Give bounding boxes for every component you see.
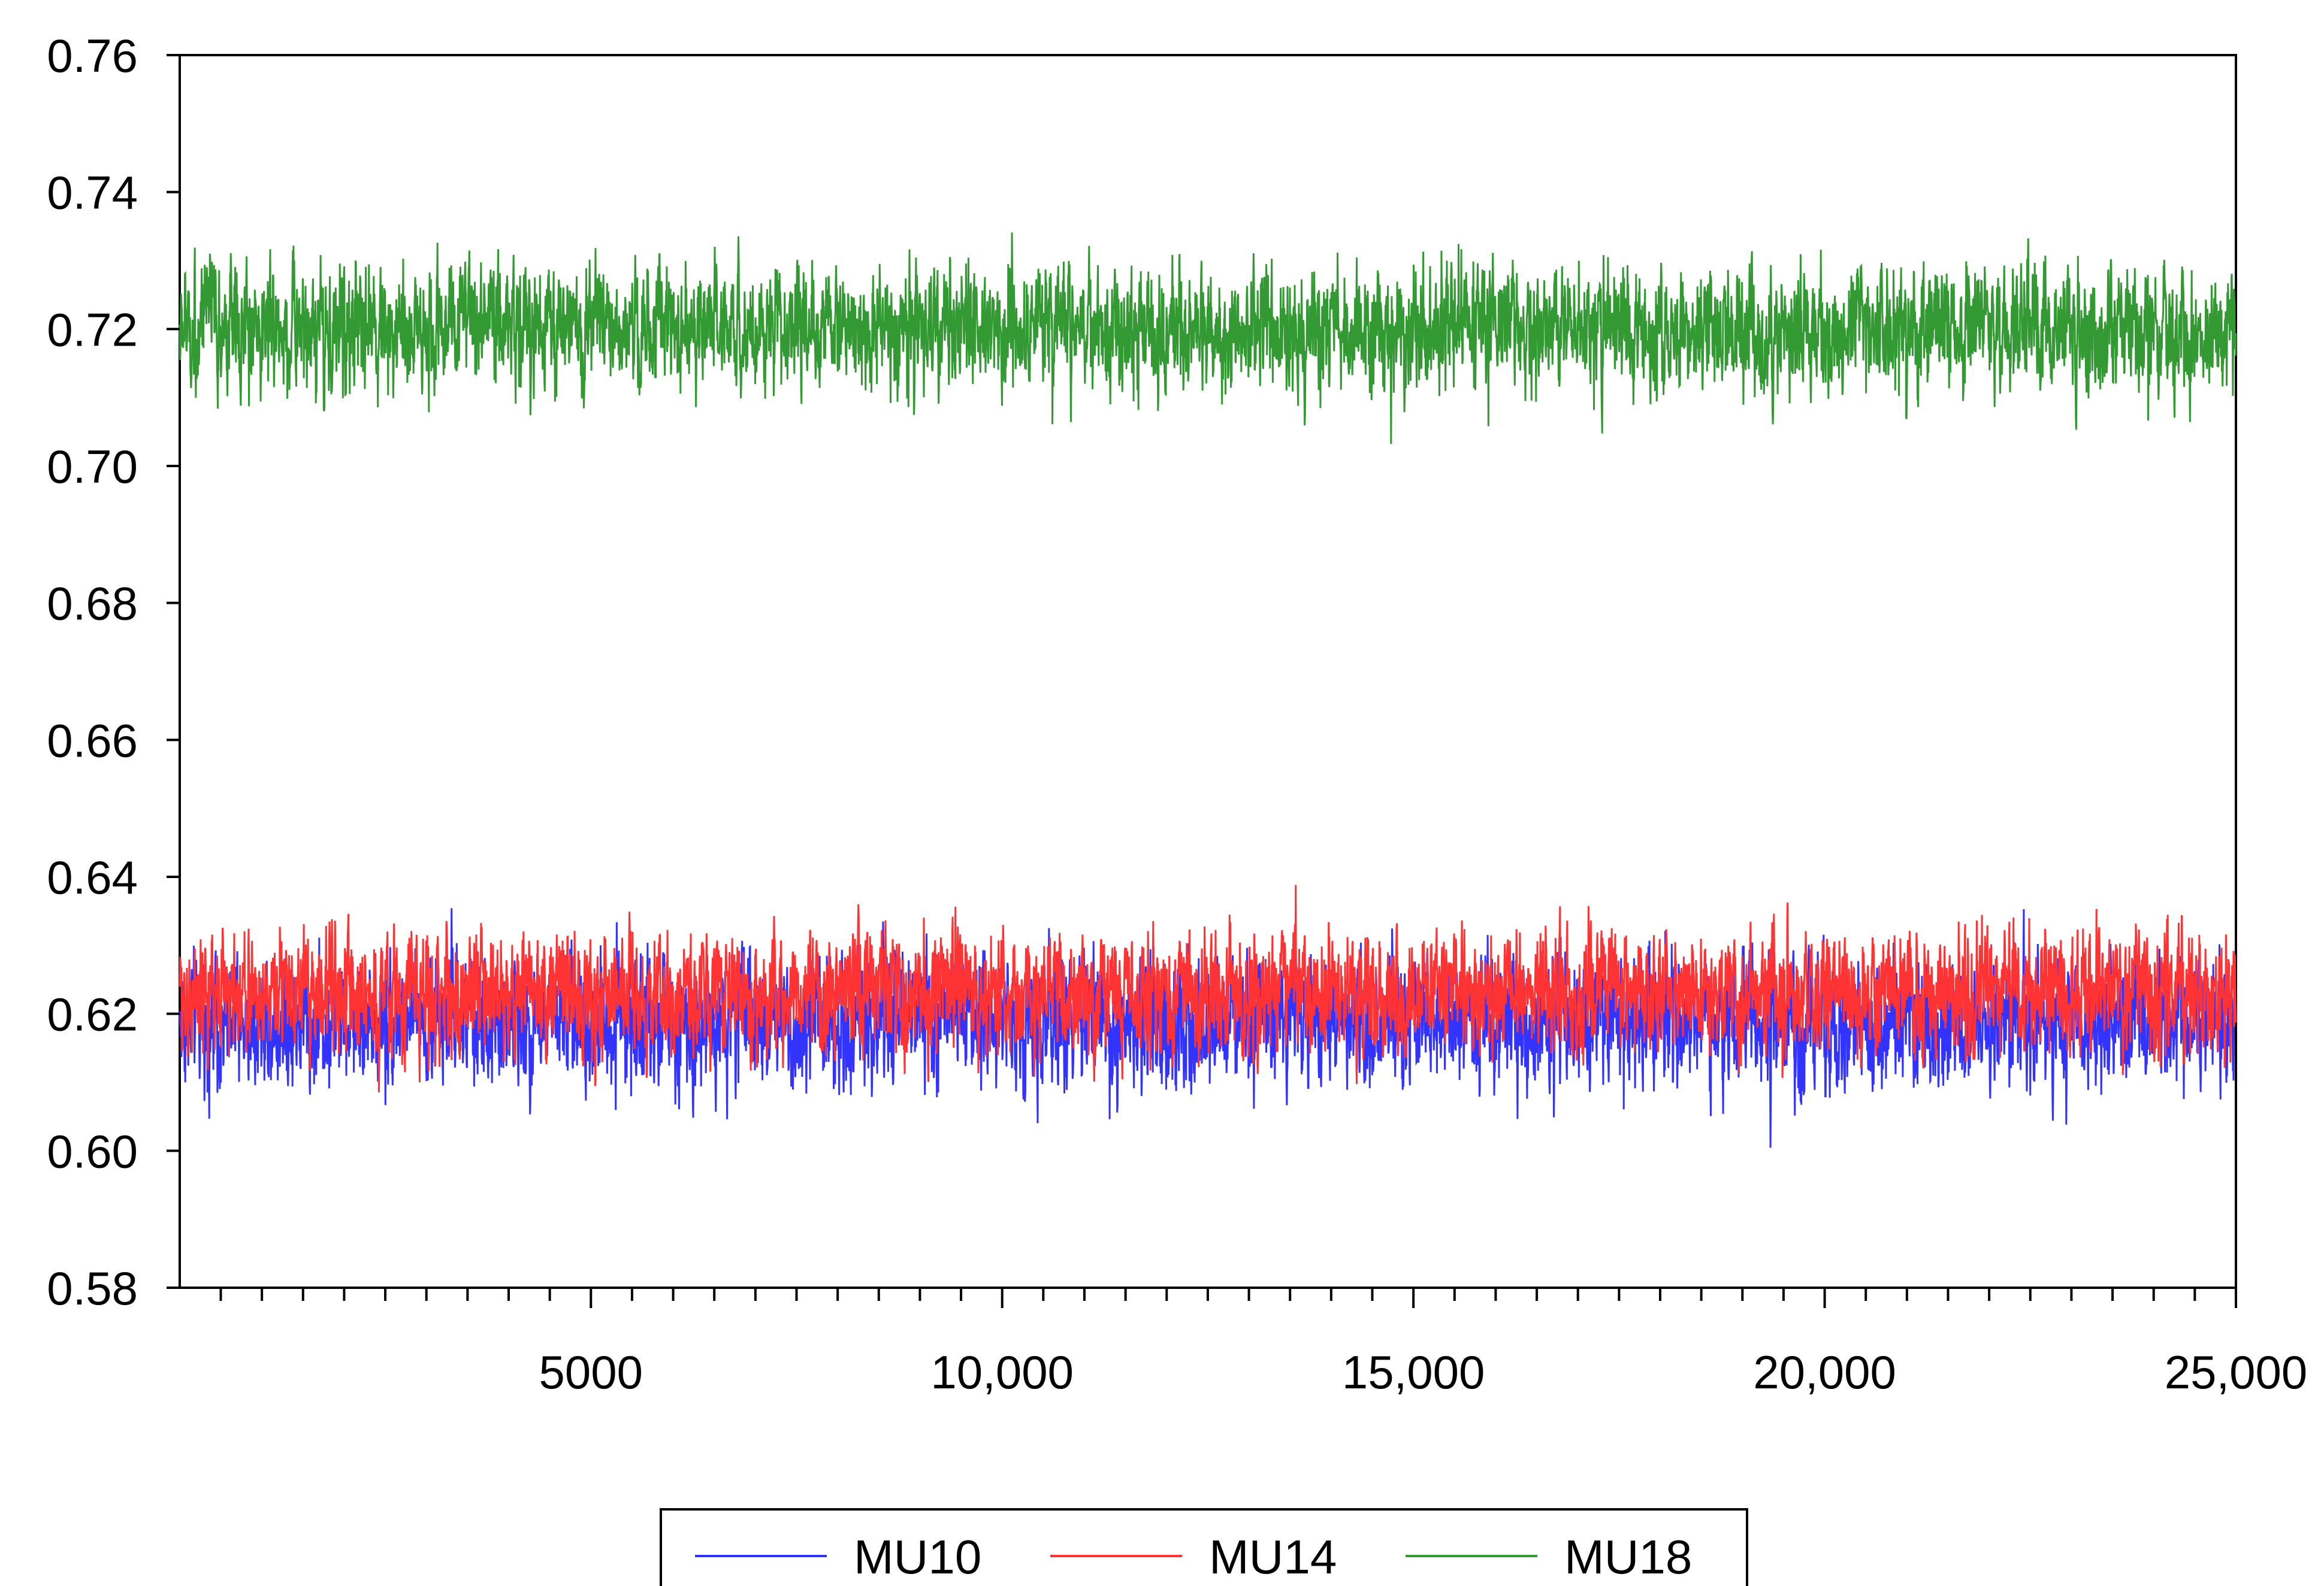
x-tick-label: 25,000 [2165, 1346, 2308, 1399]
x-tick-label: 15,000 [1342, 1346, 1485, 1399]
y-axis: 0.58 0.60 0.62 0.64 0.66 0.68 0.70 0.72 0.74 0.76 [47, 29, 180, 1315]
y-tick-label: 0.76 [47, 29, 138, 82]
plot-frame [179, 54, 2237, 1289]
y-tick-label: 0.72 [47, 303, 138, 356]
x-tick-label: 20,000 [1753, 1346, 1896, 1399]
series-mu14-line [179, 885, 2237, 1093]
y-tick-label: 0.66 [47, 714, 138, 767]
legend-box [660, 1508, 1748, 1586]
series-layer [179, 232, 2237, 1148]
x-axis: 5000 10,000 15,000 20,000 25,000 [219, 1288, 2308, 1399]
legend-label-mu18: MU18 [1564, 1530, 1692, 1584]
y-tick-label: 0.62 [47, 988, 138, 1041]
legend-label-mu10: MU10 [854, 1530, 981, 1584]
x-tick-label: 10,000 [930, 1346, 1074, 1399]
y-tick-label: 0.74 [47, 167, 138, 219]
y-tick-label: 0.70 [47, 440, 138, 493]
y-tick-label: 0.60 [47, 1125, 138, 1178]
series-mu18-line [179, 232, 2237, 444]
y-tick-label: 0.64 [47, 851, 138, 904]
y-tick-label: 0.68 [47, 577, 138, 630]
x-tick-label: 5000 [539, 1346, 643, 1399]
legend-label-mu14: MU14 [1209, 1530, 1337, 1584]
y-tick-label: 0.58 [47, 1262, 138, 1315]
legend: MU10 MU14 MU18 [660, 1508, 1748, 1586]
